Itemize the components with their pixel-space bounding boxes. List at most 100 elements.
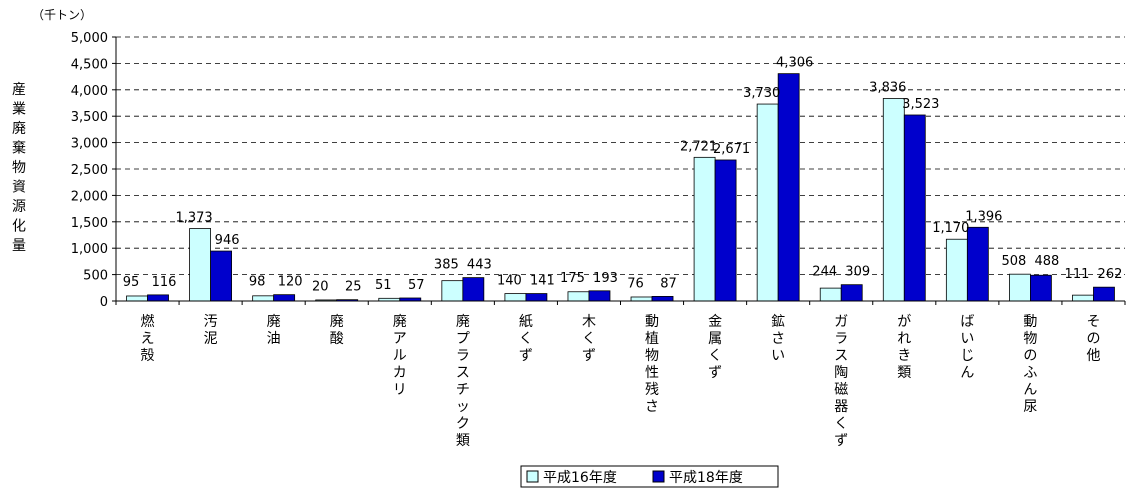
- category-label-char: 物: [645, 348, 659, 364]
- data-label: 87: [660, 276, 677, 291]
- category-label-char: ず: [834, 433, 848, 449]
- category-label-char: ふ: [1023, 365, 1037, 381]
- data-label: 3,523: [902, 97, 939, 112]
- category-label-char: 鉱: [771, 313, 785, 330]
- data-label: 120: [278, 275, 303, 290]
- bar: [567, 291, 590, 302]
- y-tick-label: 5,000: [71, 31, 108, 46]
- bar: [588, 290, 611, 302]
- data-label: 175: [560, 271, 585, 286]
- category-label-char: い: [960, 331, 974, 347]
- data-label: 76: [627, 276, 644, 291]
- category-label: 鉱さい: [771, 313, 785, 364]
- category-label-char: ず: [582, 348, 596, 364]
- data-label: 443: [467, 258, 492, 273]
- category-label-char: 燃: [141, 313, 155, 330]
- category-label-char: 性: [645, 365, 659, 381]
- legend: 平成16年度 平成18年度: [520, 465, 779, 488]
- data-label: 57: [408, 278, 425, 293]
- bar: [504, 293, 527, 302]
- category-labels: 燃え殻汚泥廃油廃酸廃アルカリ廃プラスチック類紙くず木くず動植物性残さ金属くず鉱さ…: [141, 313, 1101, 449]
- category-label-char: 酸: [330, 331, 344, 347]
- category-label-char: ア: [393, 331, 407, 347]
- y-axis-label-char: 源: [12, 199, 26, 215]
- category-label-char: 器: [834, 399, 848, 415]
- category-label-char: 汚: [204, 314, 218, 330]
- category-label-char: く: [708, 348, 722, 364]
- category-label-char: え: [141, 331, 155, 347]
- category-label-char: じ: [960, 348, 974, 364]
- legend-frame: [520, 465, 779, 488]
- data-label: 385: [434, 258, 459, 273]
- y-tick-label: 1,000: [71, 242, 108, 257]
- bar: [840, 284, 863, 302]
- bar: [462, 277, 485, 302]
- data-label: 116: [152, 275, 177, 290]
- category-label-char: き: [897, 348, 911, 364]
- category-label-char: ク: [456, 416, 470, 432]
- data-label: 193: [593, 271, 618, 286]
- data-label: 1,170: [932, 221, 969, 236]
- bar: [756, 103, 779, 302]
- category-label: 燃え殻: [141, 313, 155, 364]
- category-label-char: が: [897, 314, 911, 330]
- data-label: 1,373: [175, 211, 212, 226]
- category-label-char: く: [519, 331, 533, 347]
- category-label-char: ず: [519, 348, 533, 364]
- category-label: 木くず: [582, 314, 596, 364]
- bar: [273, 294, 296, 302]
- data-label: 309: [845, 265, 870, 280]
- category-label-char: ッ: [456, 399, 470, 415]
- unit-label: （千トン）: [32, 8, 92, 22]
- bar: [441, 280, 464, 302]
- y-axis-label-char: 物: [12, 160, 26, 176]
- category-label: 廃酸: [330, 313, 344, 347]
- category-label-char: れ: [897, 331, 911, 347]
- bar: [630, 296, 653, 302]
- category-label-char: ス: [834, 348, 848, 364]
- category-label-char: 磁: [834, 382, 848, 398]
- y-tick-label: 500: [83, 269, 108, 284]
- y-axis-label-char: 資: [12, 180, 26, 196]
- category-label-char: リ: [393, 382, 407, 398]
- category-label-char: 陶: [834, 365, 848, 381]
- data-label: 51: [375, 278, 392, 293]
- y-axis-label-char: 業: [12, 102, 26, 118]
- category-label-char: ガ: [834, 314, 848, 330]
- category-label-char: 金: [708, 314, 722, 330]
- category-label-char: 動: [645, 314, 659, 330]
- bar: [252, 295, 275, 302]
- category-label: 廃油: [267, 313, 281, 347]
- bar: [693, 156, 716, 302]
- category-label-char: 紙: [519, 314, 533, 330]
- category-label-char: 類: [897, 365, 911, 381]
- category-label-char: 動: [1023, 314, 1037, 330]
- bar: [819, 287, 842, 302]
- category-label: その他: [1086, 314, 1100, 364]
- legend-label-2: 平成18年度: [669, 470, 743, 486]
- category-label-char: 類: [456, 433, 470, 449]
- category-label-char: ん: [960, 365, 974, 381]
- y-tick-label: 1,500: [71, 216, 108, 231]
- bar: [903, 114, 926, 302]
- category-label-char: 泥: [204, 331, 218, 347]
- category-label-char: カ: [393, 365, 407, 381]
- category-label-char: 廃: [393, 313, 407, 330]
- bar: [147, 294, 169, 302]
- category-label-char: ん: [1023, 382, 1037, 398]
- bar: [1093, 286, 1115, 302]
- y-tick-label: 0: [100, 295, 108, 310]
- bar: [651, 296, 674, 302]
- data-label: 141: [530, 274, 555, 289]
- bar: [714, 159, 737, 302]
- bar: [1009, 273, 1031, 302]
- category-label-char: 殻: [141, 348, 155, 364]
- data-label: 262: [1098, 267, 1123, 282]
